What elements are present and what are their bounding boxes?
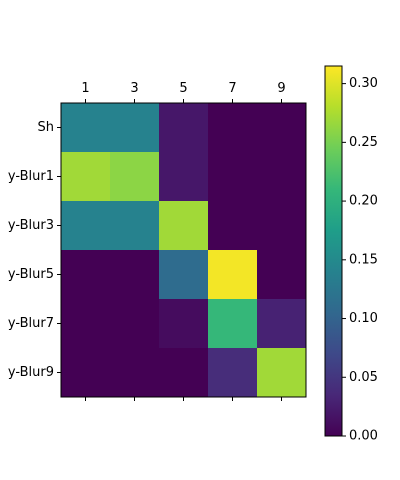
x-tick-label: 5 [179, 81, 187, 96]
y-tick-label: y-Blur7 [8, 316, 54, 331]
heatmap-cell [61, 299, 110, 348]
heatmap-cell [159, 152, 208, 201]
x-tick-label: 1 [81, 81, 89, 96]
heatmap-cell [110, 250, 159, 299]
heatmap-cell [257, 152, 306, 201]
x-tick-label: 7 [228, 81, 236, 96]
heatmap-cell [257, 250, 306, 299]
heatmap-cell [208, 250, 257, 299]
heatmap-cell [208, 299, 257, 348]
colorbar-tick-label: 0.30 [349, 76, 378, 91]
colorbar-tick-label: 0.25 [349, 135, 378, 150]
colorbar-tick-label: 0.05 [349, 370, 378, 385]
y-tick-label: y-Blur9 [8, 365, 54, 380]
heatmap-cell [110, 299, 159, 348]
y-tick-label: y-Blur5 [8, 267, 54, 282]
heatmap-cell [208, 348, 257, 397]
heatmap-cell [159, 348, 208, 397]
colorbar-tick-label: 0.00 [349, 429, 378, 444]
y-tick-label: Sh [38, 120, 55, 135]
heatmap-cell [110, 103, 159, 152]
colorbar [324, 65, 343, 437]
colorbar-ticks: 0.00 0.05 0.10 0.15 0.20 0.25 0.30 [342, 76, 378, 444]
colorbar-tick-label: 0.15 [349, 252, 378, 267]
heatmap-cell [257, 299, 306, 348]
heatmap-cell [61, 152, 110, 201]
heatmap-cell [61, 103, 110, 152]
heatmap-cell [61, 201, 110, 250]
heatmap-cell [61, 348, 110, 397]
colorbar-tick-label: 0.10 [349, 311, 378, 326]
heatmap-cell [61, 250, 110, 299]
heatmap-cell [257, 201, 306, 250]
heatmap-cell [110, 152, 159, 201]
heatmap-cells [61, 103, 306, 397]
y-tick-label: y-Blur1 [8, 169, 54, 184]
heatmap-cell [159, 201, 208, 250]
colorbar-tick-label: 0.20 [349, 194, 378, 209]
y-tick-label: y-Blur3 [8, 218, 54, 233]
heatmap-cell [110, 201, 159, 250]
heatmap-cell [159, 103, 208, 152]
heatmap-cell [110, 348, 159, 397]
heatmap-cell [208, 152, 257, 201]
x-tick-label: 9 [277, 81, 285, 96]
x-tick-label: 3 [130, 81, 138, 96]
heatmap-cell [257, 103, 306, 152]
y-axis-ticks: Sh y-Blur1 y-Blur3 y-Blur5 y-Blur7 y-Blur9 [8, 120, 61, 380]
heatmap-cell [257, 348, 306, 397]
heatmap-cell [208, 201, 257, 250]
heatmap-cell [159, 250, 208, 299]
heatmap-cell [208, 103, 257, 152]
heatmap-cell [159, 299, 208, 348]
x-axis-ticks: 1 3 5 7 9 [81, 81, 286, 401]
